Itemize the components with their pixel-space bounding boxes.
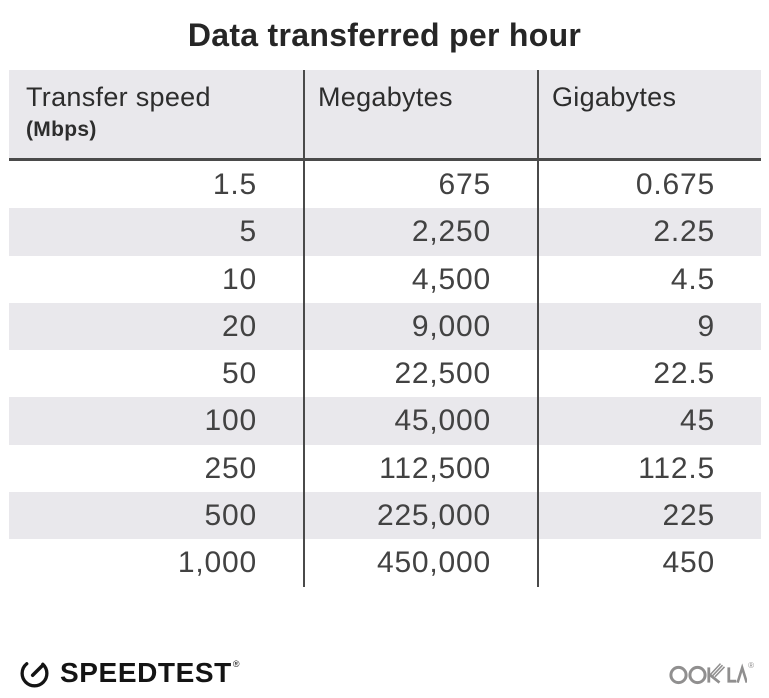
cell-transfer-speed: 20 — [222, 309, 257, 343]
column-header-transfer-speed: Transfer speed (Mbps) — [9, 70, 303, 158]
cell-transfer-speed: 250 — [204, 451, 257, 485]
column-header-label: Transfer speed — [26, 82, 211, 112]
cell-gigabytes: 225 — [537, 492, 761, 540]
cell-megabytes: 2,250 — [303, 208, 537, 256]
cell-transfer-speed: 500 — [204, 499, 257, 533]
cell-transfer-speed: 10 — [222, 262, 257, 296]
column-header-megabytes: Megabytes — [303, 70, 537, 158]
table-body: 1.5 675 0.675 5 2,250 2.25 10 4,500 4.5 … — [9, 161, 761, 587]
cell-transfer-speed: 50 — [222, 357, 257, 391]
speedtest-wordmark: SPEEDTEST® — [60, 656, 241, 688]
column-header-label: Gigabytes — [552, 82, 677, 112]
column-header-gigabytes: Gigabytes — [537, 70, 761, 158]
cell-gigabytes: 45 — [537, 397, 761, 445]
cell-transfer-speed: 5 — [239, 215, 257, 249]
column-header-unit: (Mbps) — [26, 118, 97, 141]
ookla-wordmark-icon — [669, 662, 748, 684]
cell-gigabytes: 22.5 — [537, 350, 761, 398]
cell-transfer-speed: 100 — [204, 404, 257, 438]
registered-trademark-icon: ® — [232, 658, 241, 669]
data-table: Transfer speed (Mbps) Megabytes Gigabyte… — [9, 70, 761, 587]
cell-megabytes: 4,500 — [303, 255, 537, 303]
speedtest-gauge-icon — [18, 656, 51, 689]
cell-megabytes: 9,000 — [303, 302, 537, 351]
column-header-label: Megabytes — [318, 82, 453, 112]
cell-megabytes: 112,500 — [303, 444, 537, 493]
table-row: 50 22,500 22.5 — [9, 350, 761, 398]
registered-trademark-icon: ® — [748, 660, 754, 670]
table-row: 100 45,000 45 — [9, 397, 761, 445]
cell-megabytes: 45,000 — [303, 397, 537, 445]
ookla-logo: OOKLA ® — [669, 659, 754, 687]
table-row: 10 4,500 4.5 — [9, 255, 761, 303]
cell-gigabytes: 9 — [537, 302, 761, 351]
table-row: 1.5 675 0.675 — [9, 161, 761, 209]
cell-megabytes: 450,000 — [303, 539, 537, 587]
speedtest-logo: SPEEDTEST® — [18, 656, 241, 689]
table-row: 250 112,500 112.5 — [9, 444, 761, 493]
page-title: Data transferred per hour — [187, 17, 582, 53]
cell-megabytes: 22,500 — [303, 350, 537, 398]
cell-megabytes: 225,000 — [303, 492, 537, 540]
table-row: 5 2,250 2.25 — [9, 208, 761, 256]
footer: SPEEDTEST® OOKLA ® — [18, 656, 754, 689]
table-header-row: Transfer speed (Mbps) Megabytes Gigabyte… — [9, 70, 761, 161]
cell-gigabytes: 2.25 — [537, 208, 761, 256]
cell-gigabytes: 112.5 — [537, 444, 761, 493]
cell-gigabytes: 4.5 — [537, 255, 761, 303]
cell-gigabytes: 0.675 — [537, 161, 761, 209]
table-row: 500 225,000 225 — [9, 492, 761, 540]
cell-transfer-speed: 1,000 — [177, 546, 257, 580]
cell-gigabytes: 450 — [537, 539, 761, 587]
table-row: 20 9,000 9 — [9, 302, 761, 351]
table-row: 1,000 450,000 450 — [9, 539, 761, 587]
cell-megabytes: 675 — [303, 161, 537, 209]
cell-transfer-speed: 1.5 — [212, 168, 257, 201]
